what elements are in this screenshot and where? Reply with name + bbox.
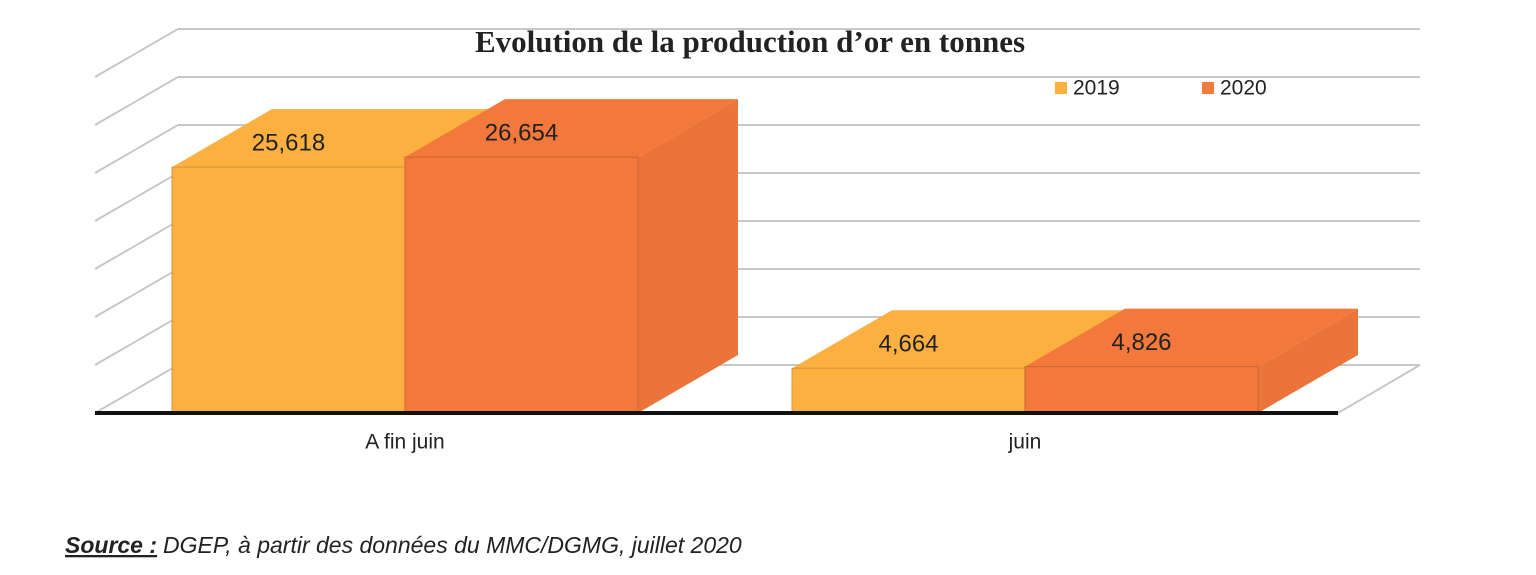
grid-line-side — [94, 220, 179, 270]
grid-line-side — [94, 316, 179, 366]
legend-swatch — [1055, 82, 1067, 94]
data-label: 4,664 — [878, 331, 938, 358]
bar-top — [1025, 308, 1358, 367]
bar-side — [1258, 308, 1358, 413]
legend-label: 2019 — [1073, 77, 1120, 100]
bar-top — [405, 99, 738, 158]
source-text: DGEP, à partir des données du MMC/DGMG, … — [163, 532, 742, 558]
bar — [791, 367, 1026, 414]
source: Source : DGEP, à partir des données du MM… — [65, 532, 742, 558]
bar — [171, 166, 406, 414]
legend-swatch — [1202, 82, 1214, 94]
bar-top — [792, 310, 1125, 369]
source-label: Source : — [65, 532, 157, 558]
data-label: 4,826 — [1111, 329, 1171, 356]
grid-line-side — [94, 28, 179, 78]
bar-side — [638, 99, 738, 414]
data-label: 26,654 — [485, 119, 558, 146]
grid-line-side — [94, 124, 179, 174]
grid-line-side — [94, 268, 179, 318]
data-label: 25,618 — [252, 129, 325, 156]
x-tick-label: A fin juin — [365, 431, 444, 454]
x-tick-label: juin — [1008, 431, 1042, 454]
grid-line-side — [94, 364, 179, 414]
bar — [1024, 366, 1259, 414]
bar — [404, 156, 639, 414]
grid-line-side — [94, 172, 179, 222]
legend-label: 2020 — [1220, 77, 1267, 100]
floor-side — [1337, 364, 1421, 414]
grid-line-side — [94, 76, 179, 126]
